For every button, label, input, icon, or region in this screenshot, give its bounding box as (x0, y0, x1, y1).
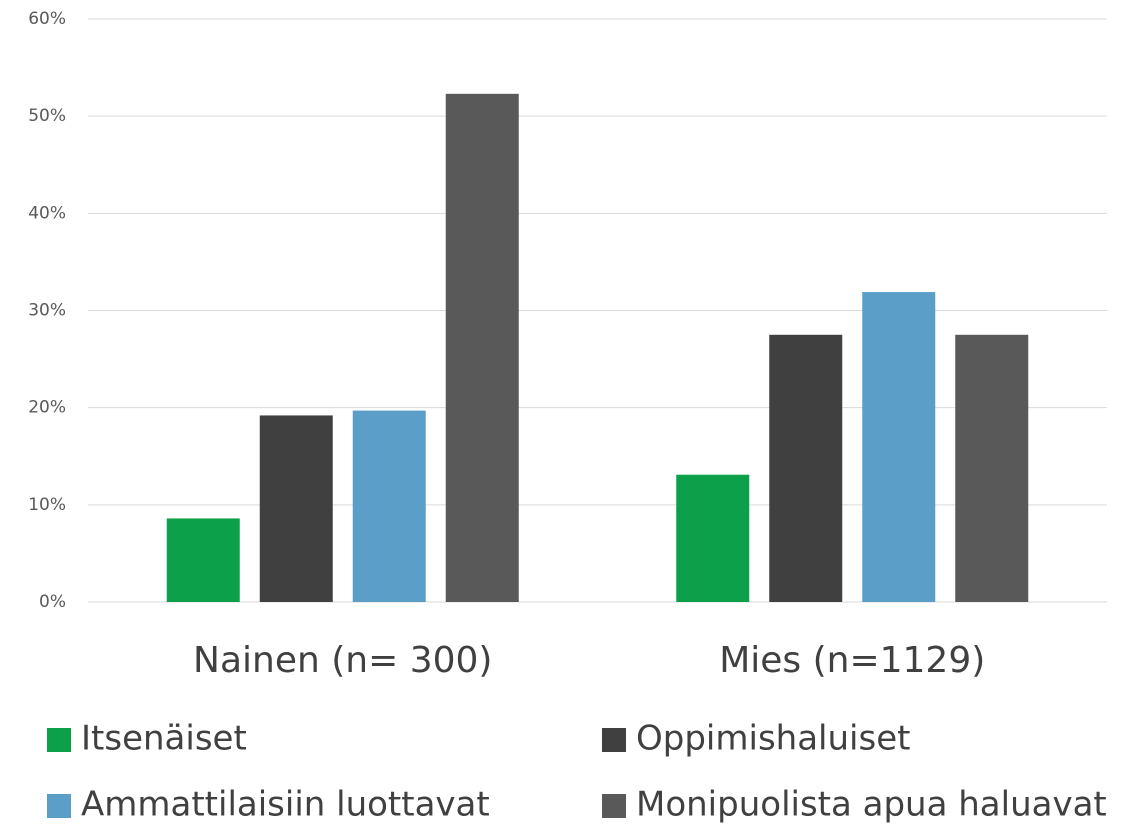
legend-label: Oppimishaluiset (636, 719, 910, 759)
y-tick-label: 20% (28, 398, 66, 418)
legend-label: Ammattilaisiin luottavat (81, 785, 490, 825)
legend-swatch (47, 794, 71, 818)
x-tick-label: Mies (n=1129) (719, 640, 985, 681)
legend-label: Monipuolista apua haluavat (636, 785, 1107, 825)
y-tick-label: 60% (28, 9, 66, 29)
bar (352, 410, 426, 602)
y-tick-label: 0% (39, 592, 66, 612)
bar (166, 518, 240, 602)
y-tick-label: 10% (28, 495, 66, 515)
bar (445, 93, 519, 603)
bar (862, 292, 936, 602)
bar (769, 334, 843, 602)
y-tick-label: 30% (28, 301, 66, 321)
legend-swatch (602, 728, 626, 752)
legend-label: Itsenäiset (81, 719, 247, 759)
bar (259, 415, 333, 602)
legend-swatch (47, 728, 71, 752)
y-tick-label: 50% (28, 106, 66, 126)
legend-swatch (602, 794, 626, 818)
bar (955, 334, 1029, 602)
bar (676, 474, 750, 602)
x-tick-label: Nainen (n= 300) (193, 640, 492, 681)
y-tick-label: 40% (28, 203, 66, 223)
